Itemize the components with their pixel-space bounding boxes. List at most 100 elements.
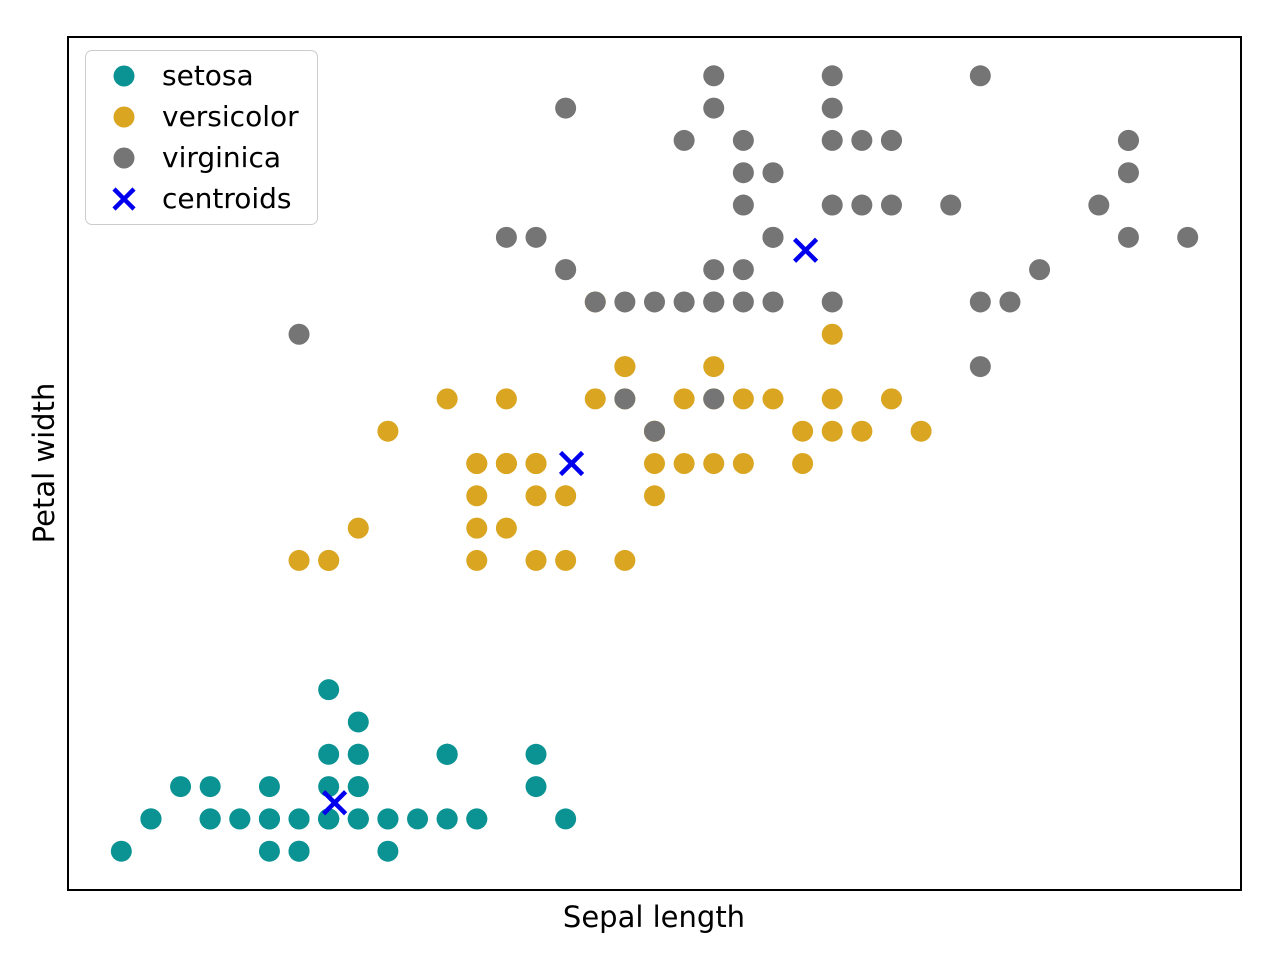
point-virginica [555,97,577,119]
legend-entry-centroids: centroids [86,179,317,219]
point-setosa [318,679,340,701]
point-virginica [703,97,725,119]
point-setosa [555,808,577,830]
point-virginica [821,129,843,151]
point-versicolor [436,388,458,410]
point-virginica [288,323,310,345]
point-setosa [258,776,280,798]
point-versicolor [495,388,517,410]
legend-entry-setosa: setosa [86,56,317,96]
point-versicolor [910,420,932,442]
centroid-x-marker [322,790,348,816]
point-setosa [436,808,458,830]
point-virginica [821,194,843,216]
point-versicolor [525,453,547,474]
point-virginica [703,291,725,313]
point-setosa [318,776,340,798]
point-virginica [732,194,754,216]
point-setosa [229,808,251,830]
point-versicolor [347,517,369,539]
point-versicolor [377,420,399,442]
point-versicolor [614,356,636,378]
point-versicolor [525,549,547,571]
point-virginica [969,291,991,313]
point-virginica [821,291,843,313]
point-virginica [732,129,754,151]
point-virginica [821,65,843,87]
point-setosa [377,840,399,862]
point-setosa [466,808,488,830]
virginica-marker-glyph [113,147,135,169]
legend-label-versicolor: versicolor [162,100,299,134]
point-virginica [762,226,784,248]
point-setosa [347,711,369,733]
point-versicolor [584,388,606,410]
point-versicolor [525,485,547,507]
point-setosa [407,808,429,830]
point-virginica [821,97,843,119]
point-versicolor [466,485,488,507]
point-virginica [999,291,1021,313]
point-setosa [436,743,458,765]
legend-label-centroids: centroids [162,181,292,215]
legend-label-virginica: virginica [162,140,281,174]
point-setosa [199,776,221,798]
point-setosa [199,808,221,830]
point-virginica [1117,129,1139,151]
point-virginica [732,291,754,313]
point-virginica [1029,259,1051,281]
point-setosa [347,776,369,798]
x-axis-label: Sepal length [562,900,746,934]
point-virginica [584,291,606,313]
point-setosa [318,808,340,830]
point-versicolor [792,420,814,442]
point-virginica [495,226,517,248]
point-virginica [614,388,636,410]
point-setosa [258,840,280,862]
point-versicolor [821,388,843,410]
centroids-marker-icon [86,185,162,213]
point-versicolor [821,323,843,345]
point-versicolor [732,453,754,474]
legend-label-setosa: setosa [162,59,254,93]
point-virginica [732,259,754,281]
setosa-marker-glyph [113,65,135,87]
point-virginica [732,162,754,184]
point-versicolor [495,517,517,539]
point-virginica [880,129,902,151]
point-versicolor [703,356,725,378]
point-virginica [644,291,665,313]
point-versicolor [318,549,340,571]
point-virginica [762,162,784,184]
point-virginica [1117,162,1139,184]
point-versicolor [792,453,814,474]
series-centroids [322,237,819,816]
point-virginica [969,356,991,378]
point-versicolor [466,549,488,571]
point-setosa [525,776,547,798]
point-setosa [525,743,547,765]
point-virginica [703,388,725,410]
point-versicolor [644,453,665,474]
point-versicolor [673,453,695,474]
point-setosa [110,840,132,862]
point-setosa [288,808,310,830]
point-virginica [851,194,873,216]
point-setosa [347,743,369,765]
point-virginica [940,194,962,216]
y-axis-label: Petal width [27,382,61,544]
virginica-marker-icon [86,144,162,172]
point-virginica [555,259,577,281]
point-virginica [525,226,547,248]
point-setosa [318,743,340,765]
legend-entry-versicolor: versicolor [86,97,317,137]
series-virginica [288,65,1199,442]
point-versicolor [673,388,695,410]
point-virginica [1177,226,1199,248]
point-virginica [703,65,725,87]
point-virginica [673,291,695,313]
point-setosa [288,840,310,862]
point-versicolor [732,388,754,410]
